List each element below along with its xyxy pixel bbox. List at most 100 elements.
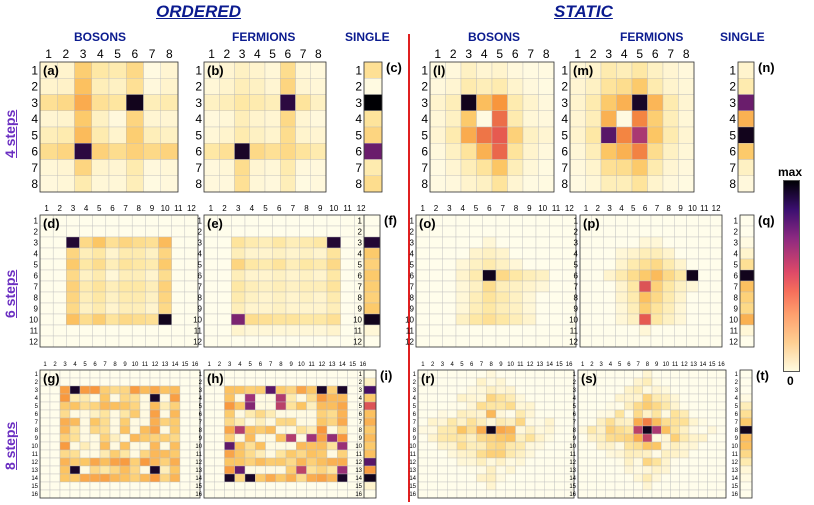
y-tick-label: 15 [569,484,576,490]
y-tick-label: 3 [31,96,38,110]
y-tick-label: 10 [31,444,38,450]
heatmap-cell [495,258,510,271]
x-tick-label: 5 [618,362,622,368]
heatmap-cell [109,425,121,435]
heatmap-cell [686,247,699,260]
heatmap-cell [244,457,256,467]
heatmap-cell [272,247,287,260]
heatmap-cell [169,409,181,419]
heatmap-cell [679,481,690,491]
heatmap-cell [79,335,93,348]
y-tick-label: 11 [570,452,577,458]
y-tick-label: 2 [358,227,363,236]
heatmap-cell [587,441,597,451]
heatmap-cell [642,377,653,387]
heatmap-cell [544,449,555,459]
heatmap-cell [219,110,235,128]
heatmap-cell [670,385,680,395]
heatmap-cell [296,441,307,451]
heatmap-cell [126,110,144,128]
heatmap-cell [265,409,276,419]
heatmap-cell [579,280,593,293]
heatmap-cell [535,280,550,293]
heatmap-cell [159,369,171,379]
heatmap-cell [129,377,141,387]
heatmap-cell [698,457,708,467]
y-tick-label: 13 [195,468,202,474]
heatmap-cell [534,377,545,387]
heatmap-cell [275,465,287,475]
heatmap-cell [495,214,510,227]
heatmap-cell [670,425,680,435]
y-tick-label: 8 [574,293,579,302]
heatmap-cell [642,473,653,483]
heatmap-cell [739,236,755,249]
heatmap-cell [158,214,172,227]
heatmap-cell [219,159,235,176]
x-tick-label: 9 [527,204,532,213]
x-tick-label: 4 [97,47,104,61]
y-tick-label: 16 [355,492,362,498]
heatmap-cell [616,159,633,176]
heatmap-cell [91,159,110,176]
heatmap-cell [217,247,232,260]
heatmap-cell [79,236,93,249]
heatmap-cell [258,302,273,315]
x-tick-label: 7 [655,204,660,213]
heatmap-cell [716,417,727,427]
heatmap-cell [627,302,640,315]
heatmap-cell [313,236,328,249]
heatmap-cell [59,465,71,475]
x-tick-label: 2 [450,47,457,61]
heatmap-cell [686,313,699,326]
heatmap-cell [442,225,457,238]
heatmap-cell [299,280,314,293]
heatmap-cell [79,225,93,238]
y-tick-label: 9 [359,436,363,442]
x-tick-label: 7 [636,362,640,368]
heatmap-cell [99,417,111,427]
heatmap-cell [234,393,246,403]
heatmap-cell [469,291,483,304]
heatmap-cell [596,369,606,379]
y-tick-label: 8 [421,177,428,191]
heatmap-cell [534,393,545,403]
heatmap-cell [159,401,171,411]
heatmap-cell [244,441,256,451]
heatmap-cell [535,335,550,348]
heatmap-cell [505,377,516,387]
heatmap-cell [633,465,643,475]
y-tick-label: 5 [573,404,577,410]
heatmap-cell [347,377,358,387]
heatmap-cell [299,335,314,348]
heatmap-cell [234,457,246,467]
heatmap-cell [217,291,232,304]
heatmap-cell [105,313,120,326]
heatmap-cell [535,236,550,249]
heatmap-cell [698,313,711,326]
heatmap-cell [234,369,246,379]
heatmap-cell [482,214,497,227]
heatmap-cell [217,258,232,271]
heatmap-cell [549,280,563,293]
y-tick-label: 2 [573,380,577,386]
static-header: STATIC [554,2,613,21]
heatmap-cell [203,258,218,271]
heatmap-cell [534,457,545,467]
heatmap-cell [614,377,625,387]
heatmap-cell [92,291,107,304]
heatmap-cell [415,258,430,271]
heatmap-cell [505,473,516,483]
heatmap-cell [495,302,510,315]
heatmap-cell [280,78,296,95]
heatmap-cell [603,269,616,282]
y-tick-label: 6 [198,271,203,280]
heatmap-cell [549,247,563,260]
heatmap-cell [491,61,508,79]
heatmap-cell [131,214,146,227]
heatmap-cell [49,425,61,435]
heatmap-cell [272,313,287,326]
heatmap-cell [544,409,555,419]
x-tick-label: 5 [263,204,268,213]
heatmap-cell [91,94,110,111]
